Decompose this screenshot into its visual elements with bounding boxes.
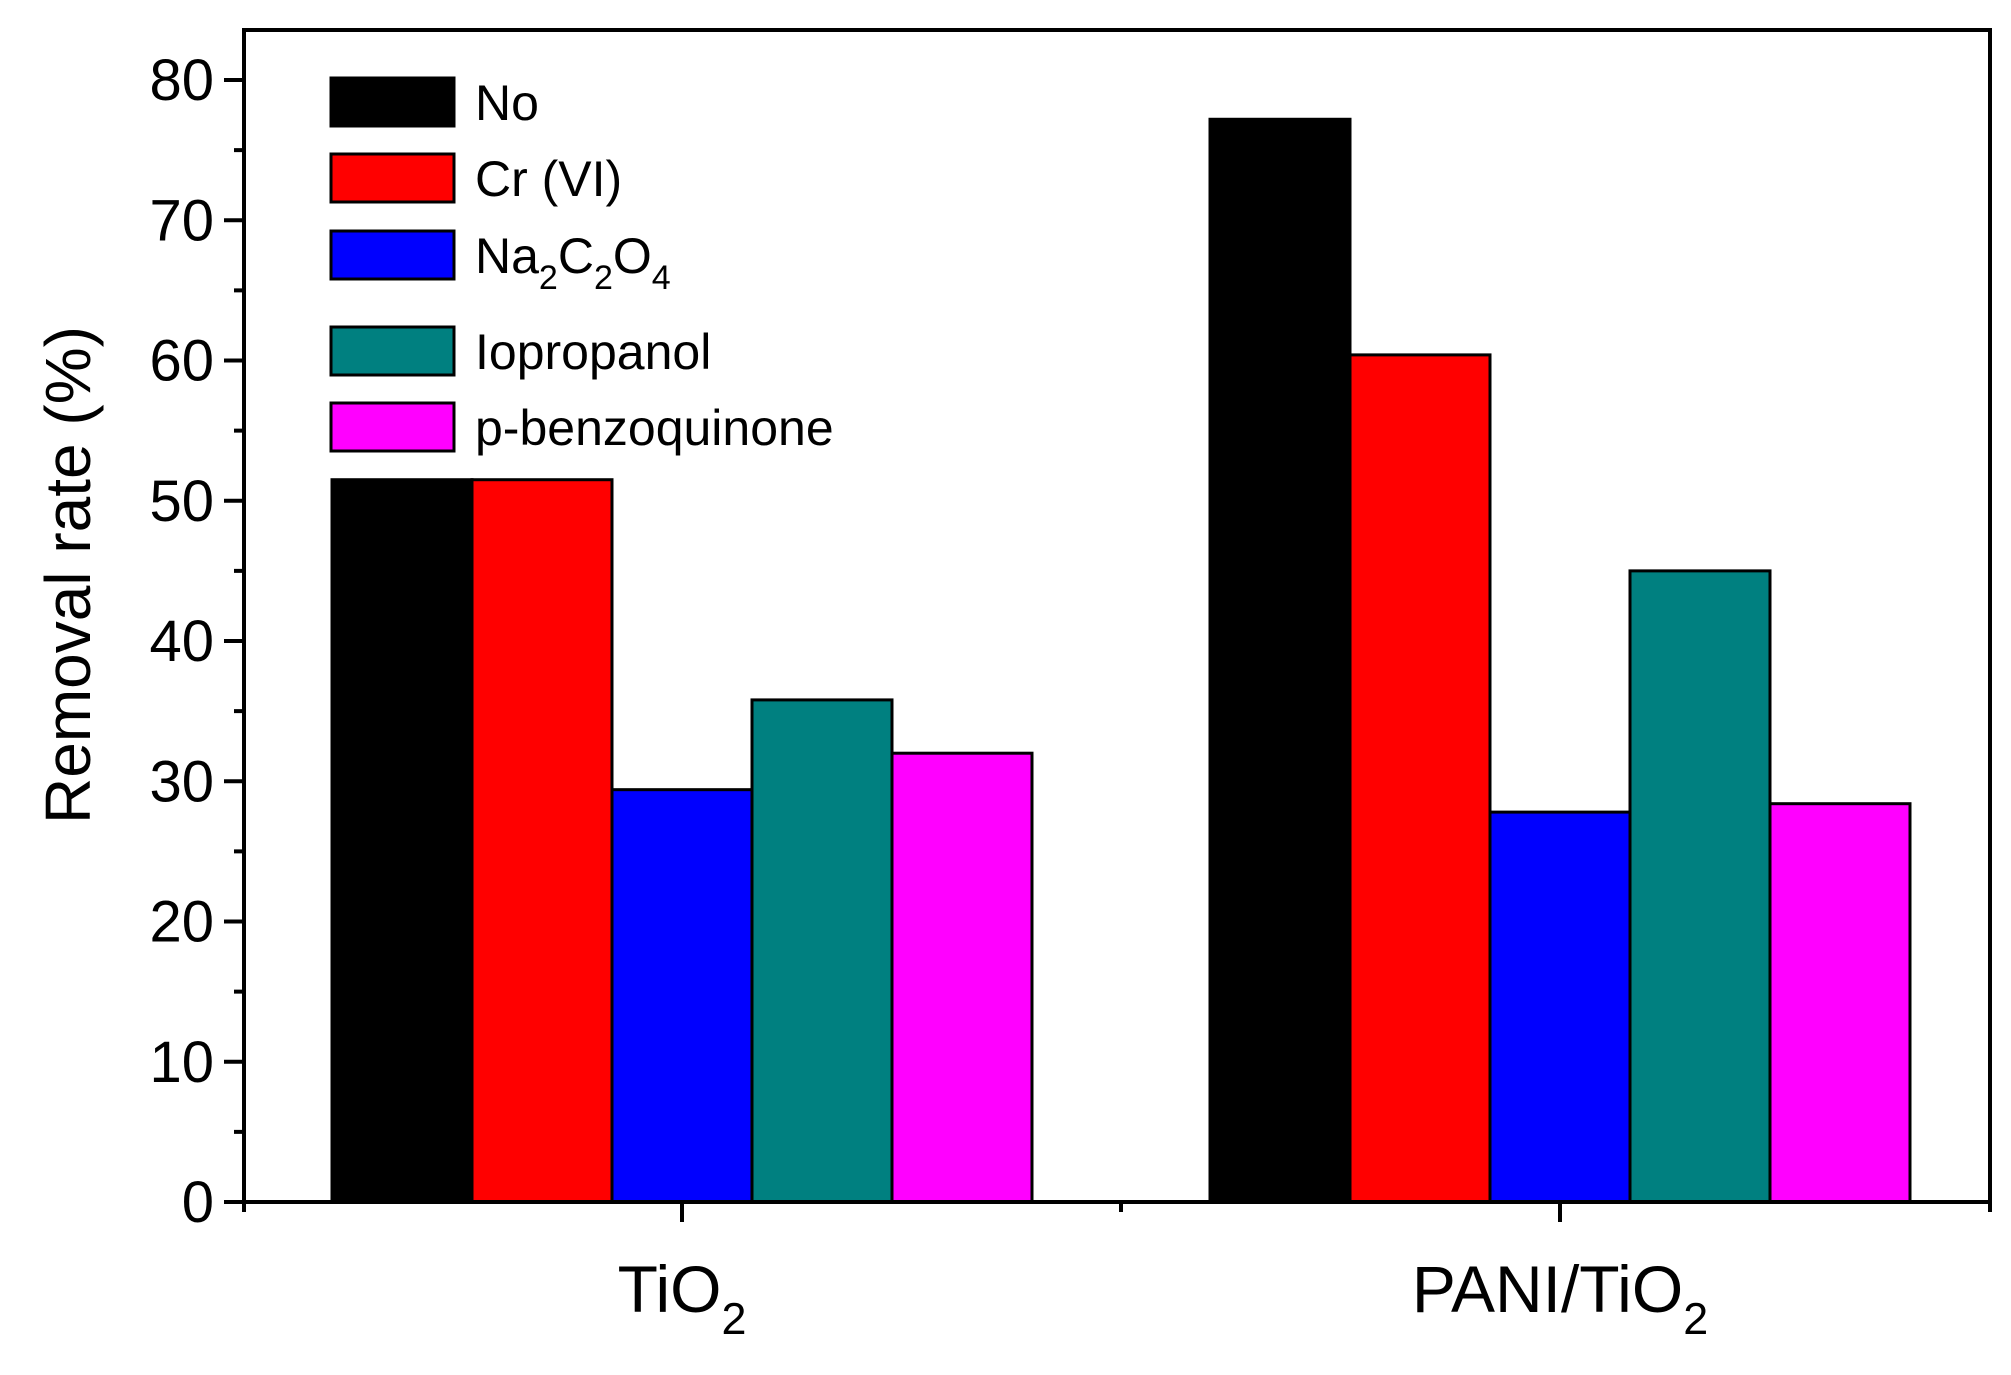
legend-label: No <box>475 75 539 131</box>
y-tick-label: 0 <box>182 1170 214 1235</box>
plot-frame <box>242 28 1992 1204</box>
x-axis: TiO2 PANI/TiO2 <box>242 1202 1992 1344</box>
y-tick-label: 20 <box>149 890 214 955</box>
y-axis: 0 10 20 30 40 50 60 70 80 <box>149 48 244 1235</box>
legend-swatch <box>329 152 456 204</box>
legend-swatch <box>329 325 456 377</box>
y-axis-label: Removal rate (%) <box>32 326 104 824</box>
y-tick-label: 70 <box>149 188 214 253</box>
y-tick-label: 10 <box>149 1030 214 1095</box>
bar-tio2-series-0 <box>330 478 474 1204</box>
bar-pani-tio2-series-3 <box>1628 569 1772 1204</box>
bar-tio2-series-3 <box>750 698 894 1204</box>
legend-label: Na2C2O4 <box>475 228 671 297</box>
bar-pani-tio2-series-2 <box>1488 810 1632 1204</box>
bar-tio2-series-2 <box>610 788 754 1204</box>
legend-swatch <box>329 76 456 128</box>
x-category-label: TiO2 <box>618 1252 747 1344</box>
legend-label: Cr (VI) <box>475 151 622 207</box>
bars-group <box>330 117 1912 1204</box>
legend-label: Iopropanol <box>475 324 711 380</box>
y-tick-label: 40 <box>149 609 214 674</box>
x-category-label: PANI/TiO2 <box>1412 1252 1708 1344</box>
legend-swatch <box>329 229 456 281</box>
y-tick-label: 50 <box>149 469 214 534</box>
bar-pani-tio2-series-0 <box>1208 117 1352 1204</box>
legend: No Cr (VI) Na2C2O4 Iopropanol p-benzoquinone <box>329 75 834 456</box>
y-tick-label: 80 <box>149 48 214 113</box>
y-tick-label: 30 <box>149 749 214 814</box>
legend-swatch <box>329 401 456 453</box>
bar-pani-tio2-series-4 <box>1768 802 1912 1204</box>
y-tick-label: 60 <box>149 329 214 394</box>
bar-tio2-series-4 <box>890 751 1034 1204</box>
bar-tio2-series-1 <box>470 478 614 1204</box>
bar-pani-tio2-series-1 <box>1348 353 1492 1204</box>
legend-label: p-benzoquinone <box>475 400 834 456</box>
